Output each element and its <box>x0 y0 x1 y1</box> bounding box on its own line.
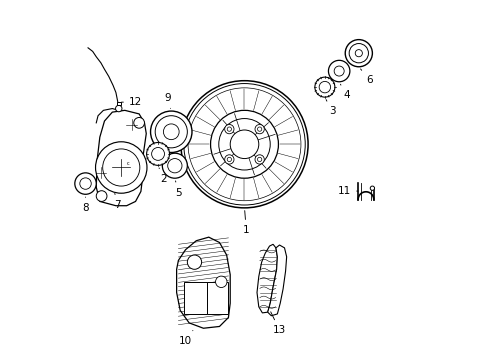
Text: 3: 3 <box>325 100 335 116</box>
Circle shape <box>254 125 264 134</box>
FancyBboxPatch shape <box>183 282 206 314</box>
Circle shape <box>146 143 169 165</box>
Text: 4: 4 <box>340 84 349 100</box>
Circle shape <box>134 117 144 128</box>
Circle shape <box>115 105 122 112</box>
Text: 8: 8 <box>82 197 89 213</box>
Circle shape <box>95 142 147 193</box>
Text: 13: 13 <box>270 312 285 335</box>
Polygon shape <box>267 245 286 316</box>
Text: 12: 12 <box>122 97 142 107</box>
FancyBboxPatch shape <box>206 282 227 314</box>
Circle shape <box>328 60 349 82</box>
Circle shape <box>369 186 374 190</box>
Text: 11: 11 <box>337 186 357 196</box>
Circle shape <box>345 40 372 67</box>
Polygon shape <box>257 244 277 313</box>
FancyBboxPatch shape <box>117 102 121 105</box>
Text: 2: 2 <box>159 168 166 184</box>
Text: 1: 1 <box>243 211 249 235</box>
Circle shape <box>96 191 107 202</box>
Circle shape <box>215 276 226 288</box>
Circle shape <box>254 155 264 164</box>
Text: 10: 10 <box>179 330 192 346</box>
Circle shape <box>187 255 201 269</box>
Circle shape <box>314 77 334 97</box>
Text: 7: 7 <box>114 193 121 210</box>
Circle shape <box>150 111 192 153</box>
Circle shape <box>230 130 258 158</box>
Circle shape <box>75 173 96 194</box>
Circle shape <box>181 81 307 208</box>
Circle shape <box>224 155 234 164</box>
Circle shape <box>210 111 278 178</box>
Text: 5: 5 <box>175 181 182 198</box>
Text: 6: 6 <box>360 69 372 85</box>
Text: c: c <box>126 161 129 166</box>
Circle shape <box>162 153 187 178</box>
Polygon shape <box>176 237 230 328</box>
Text: 9: 9 <box>164 93 171 108</box>
Circle shape <box>224 125 234 134</box>
